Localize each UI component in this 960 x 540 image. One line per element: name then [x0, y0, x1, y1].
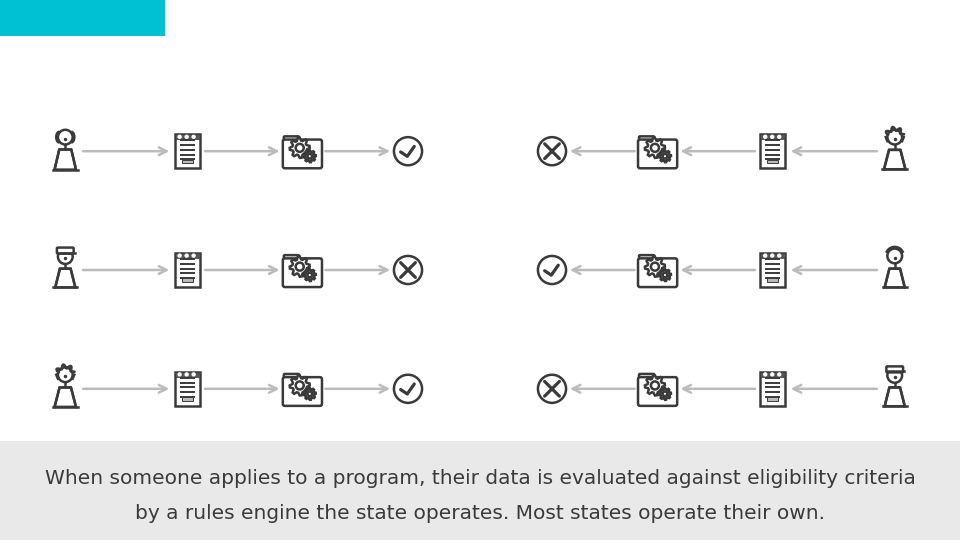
Circle shape [191, 253, 196, 258]
Polygon shape [303, 269, 316, 281]
Bar [175, 134, 200, 139]
Circle shape [184, 134, 189, 139]
Bar [175, 253, 200, 258]
Circle shape [296, 381, 303, 389]
Polygon shape [659, 388, 671, 400]
Circle shape [777, 372, 781, 376]
Circle shape [770, 253, 775, 258]
Circle shape [184, 253, 189, 258]
Circle shape [538, 375, 566, 403]
Circle shape [58, 367, 73, 382]
Polygon shape [290, 375, 310, 395]
Bar [760, 372, 785, 406]
FancyBboxPatch shape [639, 255, 655, 262]
Polygon shape [659, 150, 671, 162]
Bar [0, 441, 960, 540]
Polygon shape [645, 375, 665, 395]
Polygon shape [303, 388, 316, 400]
Text: When someone applies to a program, their data is evaluated against eligibility c: When someone applies to a program, their… [44, 469, 916, 488]
Polygon shape [645, 256, 665, 276]
Circle shape [191, 372, 196, 376]
Polygon shape [885, 269, 904, 287]
Circle shape [763, 253, 767, 258]
FancyBboxPatch shape [284, 136, 300, 144]
Circle shape [777, 253, 781, 258]
Circle shape [651, 144, 659, 152]
Polygon shape [885, 388, 904, 406]
Circle shape [184, 372, 189, 376]
Bar [0, 0, 165, 36]
Circle shape [394, 137, 422, 165]
FancyBboxPatch shape [886, 366, 903, 373]
Circle shape [394, 375, 422, 403]
FancyBboxPatch shape [284, 374, 300, 381]
Circle shape [662, 154, 667, 159]
Circle shape [887, 130, 902, 145]
Circle shape [191, 134, 196, 139]
Polygon shape [56, 269, 75, 287]
Bar [767, 397, 779, 401]
Circle shape [763, 372, 767, 376]
Bar [767, 160, 779, 163]
Circle shape [538, 137, 566, 165]
Circle shape [763, 134, 767, 139]
Polygon shape [884, 150, 905, 169]
Circle shape [178, 253, 181, 258]
Circle shape [307, 392, 312, 396]
Circle shape [887, 368, 902, 383]
Circle shape [770, 134, 775, 139]
Circle shape [296, 144, 303, 152]
Polygon shape [290, 138, 310, 158]
Polygon shape [290, 256, 310, 276]
FancyBboxPatch shape [283, 258, 322, 287]
Circle shape [651, 381, 659, 389]
FancyBboxPatch shape [638, 377, 677, 406]
Polygon shape [659, 269, 671, 281]
FancyBboxPatch shape [283, 377, 322, 406]
Bar [760, 134, 785, 139]
Circle shape [178, 372, 181, 376]
FancyBboxPatch shape [57, 247, 74, 254]
Polygon shape [645, 138, 665, 158]
FancyBboxPatch shape [639, 374, 655, 381]
FancyBboxPatch shape [638, 139, 677, 168]
Circle shape [296, 262, 303, 271]
FancyBboxPatch shape [639, 136, 655, 144]
FancyBboxPatch shape [283, 139, 322, 168]
Circle shape [651, 262, 659, 271]
Circle shape [58, 130, 73, 145]
Bar [760, 253, 785, 258]
Circle shape [887, 248, 902, 264]
Bar [175, 372, 200, 377]
Bar [175, 134, 200, 168]
Circle shape [58, 249, 73, 264]
Bar [181, 160, 193, 163]
Circle shape [307, 154, 312, 159]
Bar [760, 253, 785, 287]
Polygon shape [303, 150, 316, 162]
Circle shape [662, 273, 667, 278]
Bar [760, 134, 785, 168]
FancyBboxPatch shape [284, 255, 300, 262]
Polygon shape [55, 388, 76, 407]
Bar [760, 372, 785, 377]
Circle shape [777, 134, 781, 139]
Polygon shape [55, 150, 76, 170]
Bar [175, 372, 200, 406]
Text: by a rules engine the state operates. Most states operate their own.: by a rules engine the state operates. Mo… [135, 504, 825, 523]
Circle shape [662, 392, 667, 396]
Circle shape [394, 256, 422, 284]
Bar [175, 253, 200, 287]
Circle shape [307, 273, 312, 278]
Bar [181, 279, 193, 282]
FancyBboxPatch shape [638, 258, 677, 287]
Circle shape [770, 372, 775, 376]
Circle shape [178, 134, 181, 139]
Circle shape [538, 256, 566, 284]
Bar [181, 397, 193, 401]
Bar [767, 279, 779, 282]
